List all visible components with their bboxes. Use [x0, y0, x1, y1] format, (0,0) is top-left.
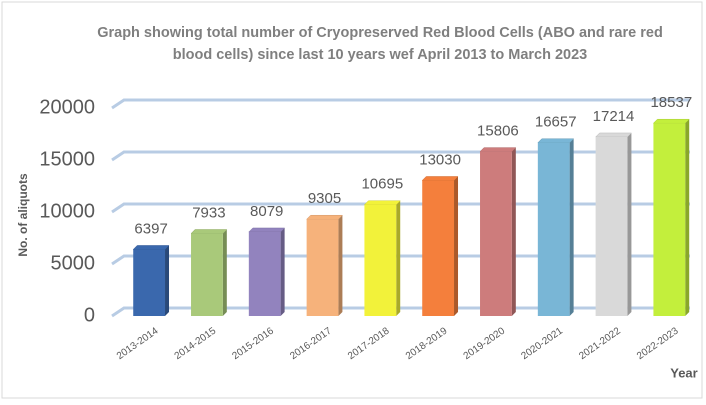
bar-top [190, 229, 228, 234]
bar-top [248, 227, 286, 233]
y-tick-label: 20000 [39, 96, 95, 118]
bar [537, 142, 570, 316]
x-tick-label: 2018-2019 [404, 325, 450, 362]
value-label: 8079 [250, 203, 283, 220]
bar-top [479, 147, 517, 152]
value-label: 15806 [477, 123, 519, 140]
x-tick-label: 2013-2014 [115, 325, 161, 362]
value-label: 9305 [308, 190, 341, 207]
bar [306, 219, 339, 316]
value-label: 16657 [535, 114, 577, 131]
value-label: 13030 [419, 151, 461, 168]
bar [595, 136, 628, 316]
y-tick-label: 10000 [39, 200, 95, 222]
bar [248, 231, 281, 316]
value-label: 18537 [650, 94, 692, 111]
bar-side [454, 176, 459, 316]
bar [480, 151, 512, 316]
x-tick-label: 2015-2016 [230, 325, 276, 362]
bar-side [165, 245, 170, 316]
grid-line [111, 98, 690, 110]
x-tick-label: 2021-2022 [577, 325, 623, 362]
y-axis-label: No. of aliquots [16, 173, 30, 257]
value-label: 10695 [361, 176, 403, 193]
bar-side [222, 229, 227, 316]
y-tick-label: 5000 [51, 252, 96, 274]
bar-top [132, 245, 170, 250]
x-tick-label: 2014-2015 [173, 325, 219, 362]
bar-side [280, 227, 285, 316]
value-label: 7933 [192, 204, 225, 221]
bar-side [396, 200, 401, 316]
chart-title: Graph showing total number of Cryopreser… [97, 25, 663, 63]
x-axis-label: Year [670, 365, 697, 380]
value-label: 6397 [134, 220, 167, 237]
y-tick-label: 15000 [39, 148, 95, 170]
chart-border [1, 1, 703, 399]
bar-side [685, 119, 690, 316]
bar [191, 233, 223, 316]
x-tick-label: 2019-2020 [462, 325, 508, 362]
bar-top [421, 176, 459, 181]
bar-top [595, 132, 633, 138]
bar-top [652, 118, 690, 124]
value-label: 17214 [593, 108, 635, 125]
bar-side [627, 132, 632, 316]
bar [653, 123, 686, 316]
bar-top [537, 138, 575, 144]
x-tick-label: 2022-2023 [635, 325, 681, 362]
bar-side [569, 138, 574, 316]
y-tick-label: 0 [84, 304, 95, 326]
bar-top [306, 214, 344, 220]
bar [133, 249, 166, 316]
x-tick-label: 2016-2017 [288, 325, 334, 362]
x-tick-label: 2017-2018 [346, 325, 392, 362]
bar-side [511, 147, 516, 316]
bar-side [338, 215, 343, 316]
bar [364, 204, 397, 316]
bar [422, 180, 455, 316]
bar-top [363, 200, 401, 206]
x-tick-label: 2020-2021 [519, 325, 565, 362]
